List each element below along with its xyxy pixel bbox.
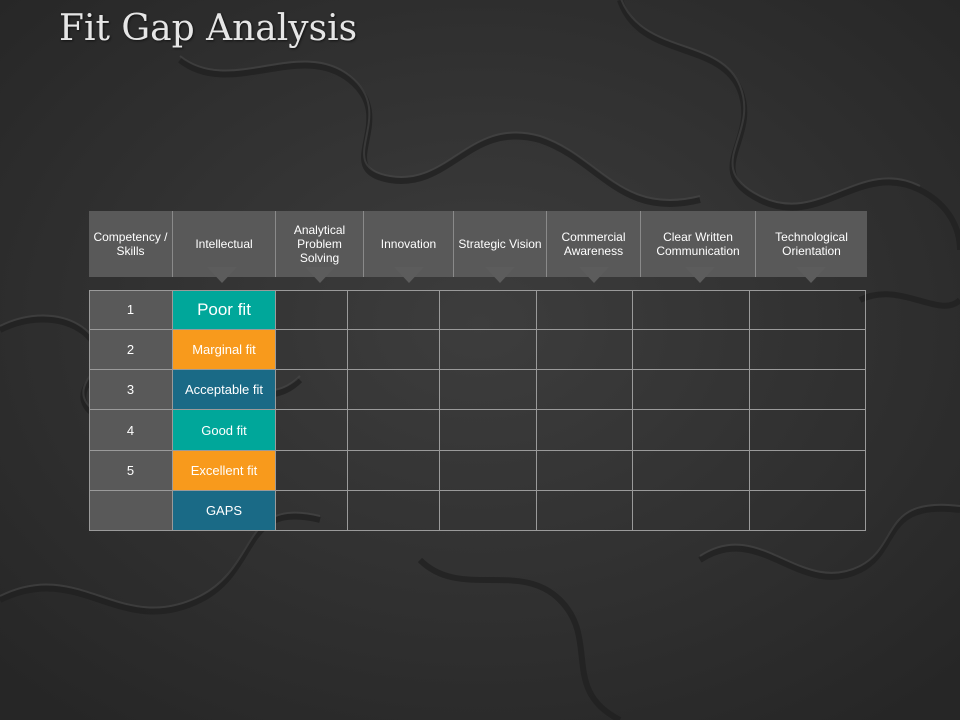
arrow-down-icon — [485, 267, 515, 283]
grid-cell — [750, 330, 866, 370]
header-strategic-vision: Strategic Vision — [454, 211, 547, 277]
grid-cell — [348, 290, 440, 330]
row-number: 5 — [89, 451, 173, 491]
arrow-down-icon — [796, 267, 826, 283]
grid-cell — [633, 451, 750, 491]
fit-level-label: Good fit — [173, 410, 276, 451]
header-commercial-awareness: Commercial Awareness — [547, 211, 641, 277]
grid-cell — [440, 290, 537, 330]
grid-cell — [537, 491, 633, 531]
grid-cell — [348, 330, 440, 370]
header-technological-orientation: Technological Orientation — [756, 211, 867, 277]
grid-cell — [440, 491, 537, 531]
grid-cell — [633, 491, 750, 531]
grid-cell — [440, 370, 537, 410]
arrow-down-icon — [579, 267, 609, 283]
grid-cell — [537, 290, 633, 330]
grid-cell — [537, 410, 633, 451]
grid-cell — [750, 491, 866, 531]
fit-level-label: Acceptable fit — [173, 370, 276, 410]
header-row: Competency / Skills Intellectual Analyti… — [89, 211, 867, 277]
arrow-down-icon — [685, 267, 715, 283]
row-number: 4 — [89, 410, 173, 451]
fit-level-label: Marginal fit — [173, 330, 276, 370]
grid-cell — [633, 370, 750, 410]
arrow-down-icon — [305, 267, 335, 283]
grid-cell — [440, 451, 537, 491]
header-clear-written-communication: Clear Written Communication — [641, 211, 756, 277]
grid-cell — [633, 410, 750, 451]
fit-grid: 1 Poor fit 2 Marginal fit 3 Acceptable fit 4 Go… — [89, 290, 866, 531]
header-analytical-problem-solving: Analytical Problem Solving — [276, 211, 364, 277]
header-innovation: Innovation — [364, 211, 454, 277]
header-intellectual: Intellectual — [173, 211, 276, 277]
grid-cell — [276, 330, 348, 370]
grid-cell — [750, 451, 866, 491]
header-competency-skills: Competency / Skills — [89, 211, 173, 277]
row-number: 2 — [89, 330, 173, 370]
grid-cell — [537, 330, 633, 370]
grid-cell — [276, 370, 348, 410]
fit-level-label: Poor fit — [173, 290, 276, 330]
arrow-down-icon — [394, 267, 424, 283]
grid-cell — [348, 491, 440, 531]
grid-cell — [537, 451, 633, 491]
grid-cell — [276, 290, 348, 330]
grid-cell — [276, 410, 348, 451]
grid-cell — [750, 290, 866, 330]
grid-cell — [348, 451, 440, 491]
grid-cell — [348, 410, 440, 451]
grid-cell — [348, 370, 440, 410]
fit-level-label: GAPS — [173, 491, 276, 531]
grid-cell — [633, 330, 750, 370]
grid-cell — [750, 410, 866, 451]
grid-cell — [276, 491, 348, 531]
row-number: 1 — [89, 290, 173, 330]
row-number — [89, 491, 173, 531]
grid-cell — [440, 410, 537, 451]
grid-cell — [276, 451, 348, 491]
grid-cell — [633, 290, 750, 330]
page-title: Fit Gap Analysis — [59, 8, 358, 49]
fit-level-label: Excellent fit — [173, 451, 276, 491]
grid-cell — [537, 370, 633, 410]
grid-cell — [440, 330, 537, 370]
row-number: 3 — [89, 370, 173, 410]
arrow-down-icon — [207, 267, 237, 283]
grid-cell — [750, 370, 866, 410]
